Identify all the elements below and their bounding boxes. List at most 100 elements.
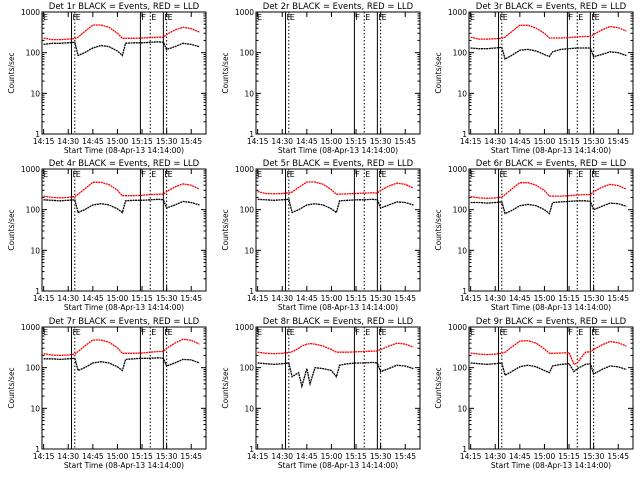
y-tick-label: 1000	[21, 8, 40, 17]
y-tick-label: 10	[244, 404, 254, 413]
y-tick-label: 1	[249, 287, 254, 296]
detector-panel: Det 4r BLACK = Events, RED = LLD 1 10 100 10…	[7, 159, 207, 312]
x-tick-label: 14:30	[484, 452, 506, 461]
y-tick-label: 100	[453, 49, 468, 58]
y-axis-label: Counts/sec	[434, 209, 443, 250]
marker-label: E	[290, 13, 295, 22]
marker-label: F	[355, 170, 360, 179]
marker-label: F	[500, 170, 505, 179]
x-tick-label: 15:30	[583, 452, 605, 461]
panel-title: Det 6r BLACK = Events, RED = LLD	[476, 159, 627, 169]
x-tick-label: 15:00	[534, 452, 556, 461]
marker-label: E	[43, 13, 48, 22]
panel-title: Det 7r BLACK = Events, RED = LLD	[49, 317, 200, 327]
x-tick-label: 14:30	[484, 294, 506, 303]
panel-title: Det 5r BLACK = Events, RED = LLD	[263, 159, 414, 169]
lld-series-line	[257, 342, 414, 355]
marker-label: E	[76, 170, 81, 179]
x-tick-label: 14:45	[82, 452, 104, 461]
x-axis-label: Start Time (08-Apr-13 14:14:00)	[278, 146, 398, 155]
x-tick-label: 14:15	[33, 294, 55, 303]
y-tick-label: 100	[26, 364, 41, 373]
marker-label: F	[73, 170, 78, 179]
y-tick-label: 1	[35, 287, 40, 296]
x-tick-label: 15:45	[394, 294, 416, 303]
marker-label: F	[500, 328, 505, 337]
marker-label: E	[257, 13, 262, 22]
x-tick-label: 14:15	[460, 452, 482, 461]
x-axis-label: Start Time (08-Apr-13 14:14:00)	[278, 303, 398, 312]
y-tick-label: 1000	[448, 165, 467, 174]
marker-label: F	[141, 328, 146, 337]
x-tick-label: 14:30	[271, 294, 293, 303]
marker-label: F	[378, 170, 383, 179]
marker-label: E	[595, 13, 600, 22]
x-tick-label: 14:30	[57, 452, 79, 461]
y-tick-label: 10	[244, 246, 254, 255]
events-series-line	[257, 198, 414, 214]
x-tick-label: 15:45	[607, 452, 629, 461]
marker-label: E	[151, 13, 156, 22]
panel-title: Det 2r BLACK = Events, RED = LLD	[263, 2, 414, 12]
marker-label: F	[355, 328, 360, 337]
marker-label: F	[141, 13, 146, 22]
marker-label: F	[73, 13, 78, 22]
lld-series-line	[43, 181, 200, 199]
plot-frame	[468, 168, 634, 292]
y-tick-label: 10	[457, 89, 467, 98]
y-tick-label: 100	[453, 206, 468, 215]
x-tick-label: 14:45	[296, 137, 318, 146]
plot-frame	[468, 11, 634, 135]
x-tick-label: 15:15	[558, 294, 580, 303]
detector-panel: Det 9r BLACK = Events, RED = LLD 1 10 100 10…	[434, 317, 634, 470]
marker-label: F	[164, 170, 169, 179]
marker-label: E	[365, 328, 370, 337]
x-tick-label: 15:15	[345, 294, 367, 303]
panel-title: Det 4r BLACK = Events, RED = LLD	[49, 159, 200, 169]
detector-panel: Det 8r BLACK = Events, RED = LLD 1 10 100 10…	[221, 317, 421, 470]
lld-series-line	[257, 181, 414, 195]
marker-label: F	[591, 13, 596, 22]
x-tick-label: 15:00	[321, 294, 343, 303]
panel-title: Det 8r BLACK = Events, RED = LLD	[263, 317, 414, 327]
marker-label: F	[568, 13, 573, 22]
y-tick-label: 10	[457, 404, 467, 413]
lld-series-line	[43, 338, 200, 357]
y-tick-label: 1	[462, 445, 467, 454]
events-series-line	[470, 362, 627, 377]
marker-label: F	[73, 328, 78, 337]
x-axis-label: Start Time (08-Apr-13 14:14:00)	[491, 303, 611, 312]
x-tick-label: 15:30	[370, 452, 392, 461]
x-tick-label: 14:45	[296, 452, 318, 461]
plot-frame	[255, 326, 421, 450]
detector-panel: Det 7r BLACK = Events, RED = LLD 1 10 100 10…	[7, 317, 207, 470]
y-tick-label: 1000	[21, 323, 40, 332]
events-series-line	[43, 198, 200, 214]
detector-panel: Det 6r BLACK = Events, RED = LLD 1 10 100 10…	[434, 159, 634, 312]
marker-label: E	[290, 328, 295, 337]
y-axis-label: Counts/sec	[7, 367, 16, 408]
plot-frame	[255, 168, 421, 292]
x-tick-label: 14:15	[33, 452, 55, 461]
marker-label: F	[164, 328, 169, 337]
y-axis-label: Counts/sec	[221, 52, 230, 93]
marker-label: E	[168, 170, 173, 179]
marker-label: F	[355, 13, 360, 22]
marker-label: E	[365, 13, 370, 22]
marker-label: E	[168, 328, 173, 337]
y-tick-label: 1000	[235, 8, 254, 17]
x-tick-label: 15:30	[583, 137, 605, 146]
marker-label: F	[378, 328, 383, 337]
x-tick-label: 14:15	[460, 294, 482, 303]
x-tick-label: 15:15	[558, 452, 580, 461]
x-tick-label: 15:30	[156, 294, 178, 303]
y-tick-label: 10	[30, 404, 40, 413]
x-tick-label: 14:15	[247, 452, 269, 461]
x-tick-label: 15:00	[107, 294, 129, 303]
x-tick-label: 15:00	[107, 452, 129, 461]
x-tick-label: 14:30	[271, 137, 293, 146]
marker-label: E	[168, 13, 173, 22]
x-tick-label: 14:45	[82, 294, 104, 303]
y-tick-label: 10	[457, 246, 467, 255]
marker-label: E	[365, 170, 370, 179]
